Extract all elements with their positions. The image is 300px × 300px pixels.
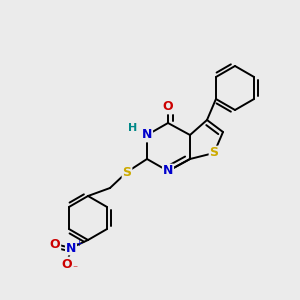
Text: O: O: [50, 238, 60, 250]
Text: S: S: [122, 166, 131, 178]
Text: N: N: [163, 164, 173, 178]
Text: S: S: [209, 146, 218, 160]
Text: H: H: [128, 123, 138, 133]
Text: ⁻: ⁻: [72, 264, 78, 274]
Text: O: O: [62, 257, 72, 271]
Text: N: N: [142, 128, 152, 142]
Text: O: O: [163, 100, 173, 113]
Text: +: +: [76, 238, 82, 247]
Text: N: N: [66, 242, 76, 254]
